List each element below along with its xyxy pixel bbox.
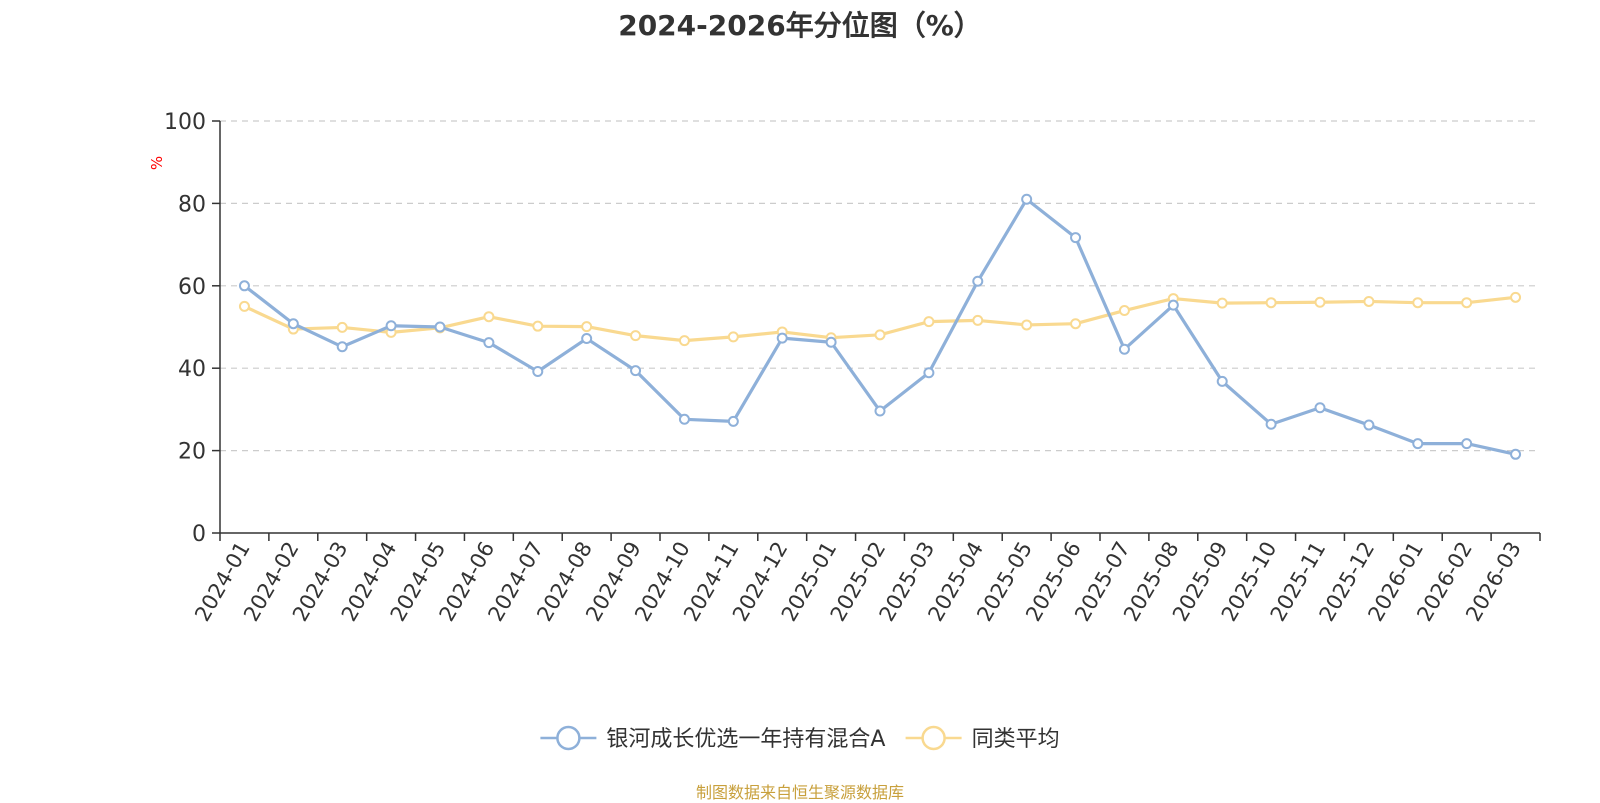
- data-point: [1216, 375, 1228, 387]
- y-tick-label: 0: [192, 522, 206, 547]
- data-point: [1021, 319, 1033, 331]
- data-point: [1510, 291, 1522, 303]
- legend-label: 银河成长优选一年持有混合A: [606, 727, 885, 752]
- data-point: [727, 415, 739, 427]
- data-point: [678, 335, 690, 347]
- data-point: [238, 280, 250, 292]
- data-point: [532, 320, 544, 332]
- data-point: [1412, 297, 1424, 309]
- legend-swatch-marker: [556, 725, 581, 751]
- legend: 银河成长优选一年持有混合A 同类平均: [540, 725, 1060, 752]
- data-point: [385, 320, 397, 332]
- data-point: [1314, 402, 1326, 414]
- y-tick-label: 100: [164, 110, 206, 135]
- data-point: [483, 337, 495, 349]
- data-point: [1167, 299, 1179, 311]
- data-point: [1070, 232, 1082, 244]
- data-point: [1265, 297, 1277, 309]
- data-point: [581, 321, 593, 333]
- data-point: [483, 311, 495, 323]
- data-point: [1118, 305, 1130, 317]
- y-axis-label: %: [148, 156, 166, 170]
- data-point: [923, 316, 935, 328]
- data-point: [532, 365, 544, 377]
- footer-credit: 制图数据来自恒生聚源数据库: [695, 783, 904, 802]
- data-point: [1265, 418, 1277, 430]
- data-point: [238, 300, 250, 312]
- data-point: [630, 330, 642, 342]
- data-point: [581, 333, 593, 345]
- chart-title: 2024-2026年分位图（%）: [618, 9, 982, 42]
- y-tick-label: 20: [178, 440, 206, 465]
- legend-swatch-marker: [921, 725, 946, 751]
- data-point: [1461, 438, 1473, 450]
- data-point: [1070, 318, 1082, 330]
- data-point: [1314, 296, 1326, 308]
- y-tick-label: 60: [178, 275, 206, 300]
- series-lines: [238, 193, 1522, 460]
- data-point: [1021, 193, 1033, 205]
- legend-label: 同类平均: [972, 727, 1060, 752]
- data-point: [678, 413, 690, 425]
- data-point: [336, 321, 348, 333]
- data-point: [336, 341, 348, 353]
- y-tick-label: 80: [178, 192, 206, 217]
- data-point: [1461, 297, 1473, 309]
- grid-lines: [220, 120, 1540, 452]
- data-point: [1118, 343, 1130, 355]
- data-point: [825, 336, 837, 348]
- data-point: [972, 314, 984, 326]
- data-point: [874, 329, 886, 341]
- data-point: [287, 318, 299, 330]
- data-point: [1216, 297, 1228, 309]
- data-point: [874, 405, 886, 417]
- data-point: [972, 275, 984, 287]
- data-point: [630, 365, 642, 377]
- data-point: [776, 332, 788, 344]
- data-point: [923, 367, 935, 379]
- data-point: [1363, 419, 1375, 431]
- data-point: [727, 331, 739, 343]
- data-point: [434, 321, 446, 333]
- data-point: [1363, 295, 1375, 307]
- data-point: [1412, 438, 1424, 450]
- y-tick-label: 40: [178, 357, 206, 382]
- data-point: [1510, 448, 1522, 460]
